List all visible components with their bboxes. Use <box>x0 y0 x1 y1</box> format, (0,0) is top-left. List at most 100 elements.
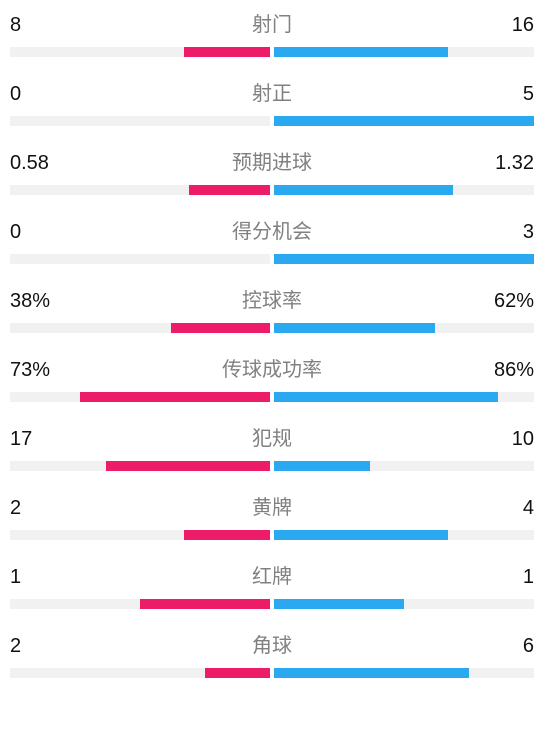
match-stats-panel: 8射门160射正50.58预期进球1.320得分机会338%控球率62%73%传… <box>0 0 544 678</box>
stat-value-right: 1 <box>484 566 534 589</box>
bar-fill-right <box>274 185 453 195</box>
stat-value-left: 0 <box>10 221 60 244</box>
bar-left-half <box>10 323 270 333</box>
bar-fill-right <box>274 392 498 402</box>
bar-fill-left <box>171 323 270 333</box>
stat-bar <box>10 254 534 264</box>
stat-value-left: 38% <box>10 290 60 313</box>
stat-value-right: 6 <box>484 635 534 658</box>
bar-fill-right <box>274 668 469 678</box>
stat-row: 38%控球率62% <box>10 284 534 333</box>
stat-row: 73%传球成功率86% <box>10 353 534 402</box>
bar-right-half <box>274 599 534 609</box>
bar-fill-left <box>189 185 270 195</box>
stat-value-left: 73% <box>10 359 60 382</box>
bar-left-half <box>10 530 270 540</box>
stat-labels: 0.58预期进球1.32 <box>10 146 534 175</box>
bar-fill-right <box>274 530 448 540</box>
stat-name: 红牌 <box>60 560 484 589</box>
bar-right-half <box>274 323 534 333</box>
stat-labels: 17犯规10 <box>10 422 534 451</box>
stat-labels: 2角球6 <box>10 629 534 658</box>
bar-fill-left <box>80 392 270 402</box>
stat-value-left: 17 <box>10 428 60 451</box>
bar-right-half <box>274 254 534 264</box>
stat-name: 射门 <box>60 8 484 37</box>
bar-left-half <box>10 668 270 678</box>
bar-fill-right <box>274 47 448 57</box>
bar-right-half <box>274 116 534 126</box>
bar-fill-left <box>106 461 270 471</box>
bar-left-half <box>10 116 270 126</box>
bar-fill-right <box>274 599 404 609</box>
stat-value-right: 5 <box>484 83 534 106</box>
stat-name: 黄牌 <box>60 491 484 520</box>
stat-row: 2黄牌4 <box>10 491 534 540</box>
stat-name: 射正 <box>60 77 484 106</box>
stat-value-right: 16 <box>484 14 534 37</box>
stat-value-right: 86% <box>484 359 534 382</box>
stat-name: 犯规 <box>60 422 484 451</box>
stat-labels: 2黄牌4 <box>10 491 534 520</box>
bar-fill-left <box>184 530 270 540</box>
stat-bar <box>10 392 534 402</box>
stat-name: 预期进球 <box>60 146 484 175</box>
stat-name: 控球率 <box>60 284 484 313</box>
bar-right-half <box>274 461 534 471</box>
stat-labels: 38%控球率62% <box>10 284 534 313</box>
stat-labels: 0射正5 <box>10 77 534 106</box>
bar-right-half <box>274 668 534 678</box>
stat-name: 得分机会 <box>60 215 484 244</box>
bar-left-half <box>10 47 270 57</box>
bar-right-half <box>274 47 534 57</box>
stat-row: 17犯规10 <box>10 422 534 471</box>
stat-row: 0得分机会3 <box>10 215 534 264</box>
stat-bar <box>10 116 534 126</box>
stat-value-right: 10 <box>484 428 534 451</box>
bar-left-half <box>10 461 270 471</box>
stat-value-left: 0.58 <box>10 152 60 175</box>
stat-row: 8射门16 <box>10 8 534 57</box>
stat-row: 1红牌1 <box>10 560 534 609</box>
stat-labels: 0得分机会3 <box>10 215 534 244</box>
stat-row: 2角球6 <box>10 629 534 678</box>
stat-value-right: 1.32 <box>484 152 534 175</box>
bar-left-half <box>10 185 270 195</box>
bar-fill-right <box>274 461 370 471</box>
bar-track-left <box>10 116 270 126</box>
bar-right-half <box>274 530 534 540</box>
bar-track-left <box>10 254 270 264</box>
bar-left-half <box>10 392 270 402</box>
bar-fill-left <box>140 599 270 609</box>
stat-value-right: 3 <box>484 221 534 244</box>
bar-fill-left <box>205 668 270 678</box>
stat-name: 角球 <box>60 629 484 658</box>
bar-left-half <box>10 599 270 609</box>
stat-value-left: 1 <box>10 566 60 589</box>
bar-fill-right <box>274 116 534 126</box>
stat-value-right: 62% <box>484 290 534 313</box>
stat-bar <box>10 530 534 540</box>
stat-labels: 1红牌1 <box>10 560 534 589</box>
bar-right-half <box>274 392 534 402</box>
stat-bar <box>10 599 534 609</box>
stat-value-left: 2 <box>10 635 60 658</box>
stat-bar <box>10 323 534 333</box>
stat-value-left: 8 <box>10 14 60 37</box>
stat-row: 0射正5 <box>10 77 534 126</box>
stat-bar <box>10 461 534 471</box>
stat-value-left: 0 <box>10 83 60 106</box>
stat-name: 传球成功率 <box>60 353 484 382</box>
stat-bar <box>10 47 534 57</box>
stat-bar <box>10 185 534 195</box>
bar-fill-right <box>274 323 435 333</box>
stat-value-left: 2 <box>10 497 60 520</box>
bar-right-half <box>274 185 534 195</box>
bar-fill-right <box>274 254 534 264</box>
stat-bar <box>10 668 534 678</box>
stat-row: 0.58预期进球1.32 <box>10 146 534 195</box>
stat-value-right: 4 <box>484 497 534 520</box>
bar-left-half <box>10 254 270 264</box>
stat-labels: 73%传球成功率86% <box>10 353 534 382</box>
stat-labels: 8射门16 <box>10 8 534 37</box>
